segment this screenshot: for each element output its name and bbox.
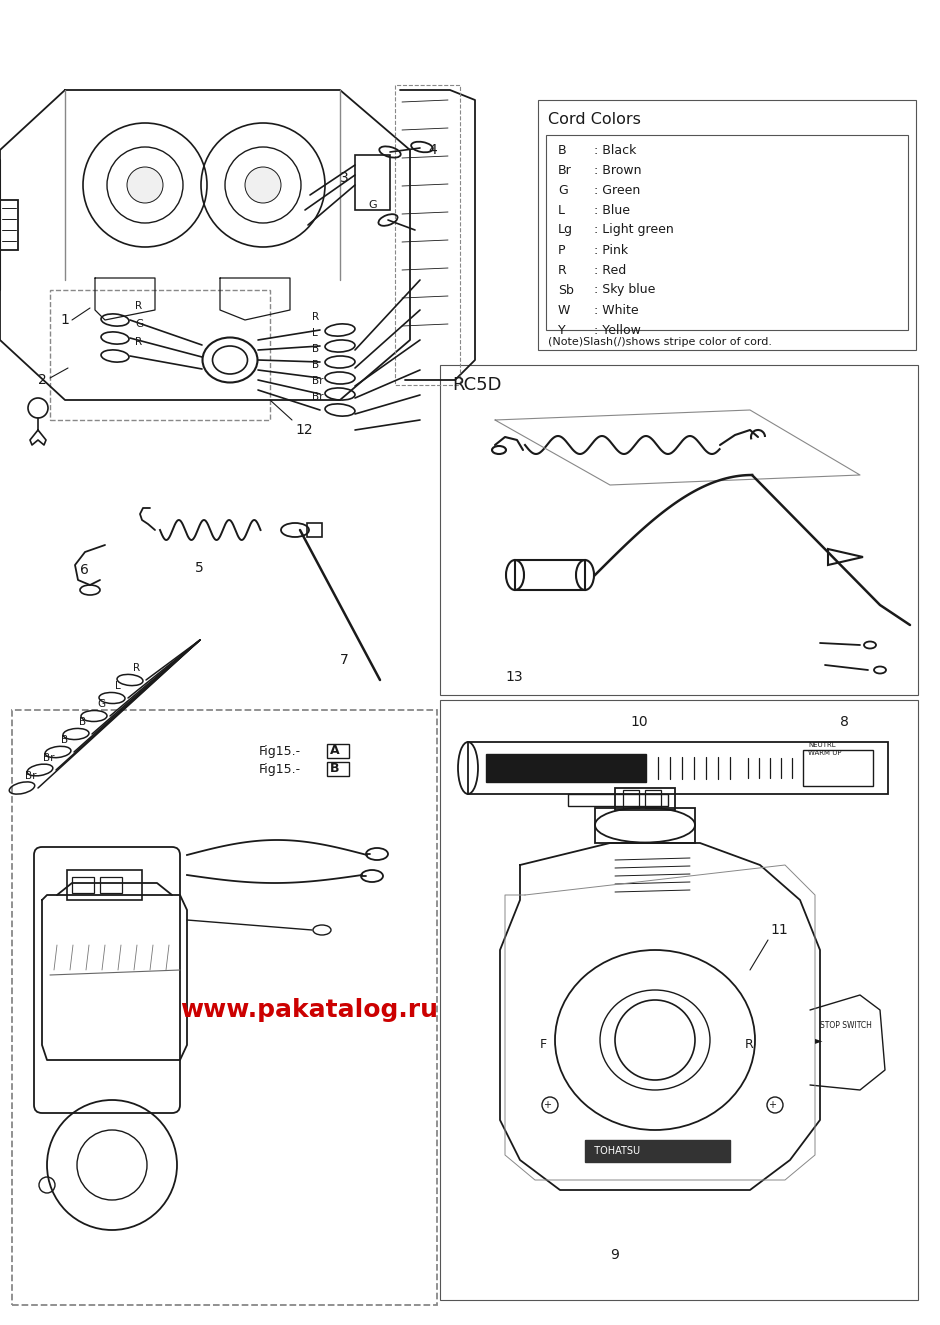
- Text: : Black: : Black: [594, 143, 636, 156]
- Text: B: B: [558, 143, 567, 156]
- Bar: [568, 794, 668, 806]
- Text: : Green: : Green: [594, 183, 640, 196]
- Text: STOP SWITCH: STOP SWITCH: [820, 1020, 872, 1030]
- Text: B: B: [61, 735, 68, 745]
- Text: P: P: [558, 244, 566, 257]
- Bar: [355, 155, 390, 209]
- Text: 9: 9: [610, 1248, 619, 1261]
- Text: 5: 5: [195, 560, 204, 575]
- Text: www.pakatalog.ru: www.pakatalog.ru: [180, 998, 438, 1022]
- Text: R: R: [312, 311, 319, 322]
- Bar: [50, 290, 270, 420]
- Text: 6: 6: [80, 563, 89, 576]
- Text: R: R: [135, 337, 142, 347]
- Text: Cord Colors: Cord Colors: [548, 113, 641, 127]
- Text: Br: Br: [25, 771, 37, 780]
- Bar: [468, 742, 888, 794]
- Text: RC5D: RC5D: [452, 376, 502, 394]
- Text: : Pink: : Pink: [594, 244, 628, 257]
- Bar: [585, 1140, 730, 1162]
- Bar: [803, 750, 873, 786]
- Bar: [72, 877, 94, 893]
- Text: R: R: [133, 662, 140, 673]
- Text: +: +: [768, 1100, 776, 1110]
- Bar: [645, 790, 661, 808]
- Bar: [0, 200, 18, 250]
- Text: R: R: [558, 264, 567, 277]
- Text: 1: 1: [60, 313, 69, 327]
- Text: L: L: [558, 204, 565, 216]
- Bar: [623, 790, 639, 808]
- Text: B: B: [330, 762, 339, 775]
- Text: Br: Br: [558, 163, 572, 176]
- Text: G: G: [97, 700, 105, 709]
- Text: : Sky blue: : Sky blue: [594, 284, 655, 297]
- Bar: [515, 560, 585, 590]
- Text: 2: 2: [38, 374, 47, 387]
- Text: TOHATSU: TOHATSU: [588, 1146, 640, 1155]
- Circle shape: [127, 167, 163, 203]
- Text: B: B: [312, 344, 319, 354]
- Bar: [486, 754, 646, 782]
- Text: 13: 13: [505, 670, 523, 684]
- Bar: [100, 877, 122, 893]
- Text: : Light green: : Light green: [594, 224, 674, 236]
- Text: L: L: [312, 329, 318, 338]
- Text: : White: : White: [594, 303, 638, 317]
- Bar: [615, 788, 675, 810]
- Text: B: B: [79, 717, 86, 727]
- Bar: [307, 523, 322, 537]
- Bar: [67, 871, 142, 900]
- Text: 8: 8: [840, 716, 849, 729]
- Text: WARM UP: WARM UP: [808, 750, 841, 757]
- Text: 12: 12: [295, 423, 313, 437]
- Text: W: W: [558, 303, 571, 317]
- Text: Fig15.-: Fig15.-: [259, 746, 301, 758]
- Text: L: L: [115, 681, 120, 692]
- Text: G: G: [368, 200, 377, 209]
- Bar: [538, 99, 916, 350]
- Bar: [327, 762, 349, 776]
- Text: G: G: [135, 319, 143, 329]
- Bar: [546, 135, 908, 330]
- Text: R: R: [745, 1039, 754, 1052]
- Text: 11: 11: [770, 924, 788, 937]
- Bar: [595, 808, 695, 843]
- Text: Br: Br: [312, 376, 323, 386]
- Text: NEUTRL: NEUTRL: [808, 742, 836, 749]
- Text: +: +: [543, 1100, 551, 1110]
- Circle shape: [245, 167, 281, 203]
- Text: : Blue: : Blue: [594, 204, 630, 216]
- Bar: [440, 364, 918, 696]
- Text: Sb: Sb: [558, 284, 574, 297]
- Text: F: F: [540, 1039, 547, 1052]
- Text: : Yellow: : Yellow: [594, 323, 641, 337]
- Text: ►: ►: [815, 1035, 822, 1045]
- Bar: [440, 700, 918, 1300]
- Text: 7: 7: [340, 653, 349, 666]
- Text: Fig15.-: Fig15.-: [259, 763, 301, 776]
- Text: A: A: [330, 745, 339, 758]
- Text: R: R: [135, 301, 142, 311]
- Text: G: G: [558, 183, 568, 196]
- Text: 4: 4: [428, 143, 437, 156]
- Text: 3: 3: [340, 171, 349, 186]
- Text: : Brown: : Brown: [594, 163, 641, 176]
- Text: Br: Br: [312, 392, 323, 401]
- Text: : Red: : Red: [594, 264, 626, 277]
- Bar: [12, 710, 437, 1305]
- Bar: [327, 745, 349, 758]
- Text: Br: Br: [43, 753, 55, 763]
- Text: B: B: [312, 360, 319, 370]
- Text: 10: 10: [630, 716, 648, 729]
- Text: (Note)Slash(/)shows stripe color of cord.: (Note)Slash(/)shows stripe color of cord…: [548, 337, 772, 347]
- Text: Y: Y: [558, 323, 566, 337]
- Text: Lg: Lg: [558, 224, 573, 236]
